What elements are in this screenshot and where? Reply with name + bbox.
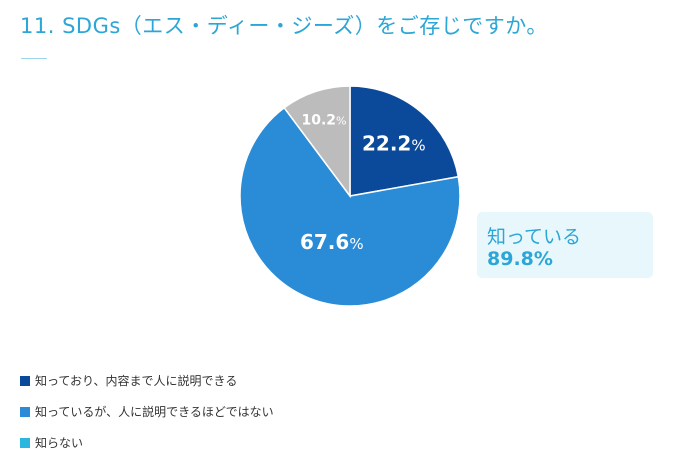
data-label: 22.2% bbox=[362, 132, 426, 156]
chart-title: 11. SDGs（エス・ディー・ジーズ）をご存じですか。 bbox=[20, 14, 548, 38]
callout-value: 89.8% bbox=[487, 248, 553, 270]
known-total-callout: 知っている 89.8% bbox=[477, 212, 653, 278]
legend-swatch bbox=[20, 375, 30, 386]
title-underline bbox=[21, 58, 47, 59]
legend-swatch bbox=[20, 437, 30, 448]
pie-slice bbox=[283, 85, 351, 199]
legend-item: 知らない bbox=[20, 434, 83, 451]
legend-label: 知っているが、人に説明できるほどではない bbox=[35, 405, 274, 419]
pie-slice bbox=[349, 85, 460, 197]
legend-label: 知っており、内容まで人に説明できる bbox=[35, 374, 238, 388]
pie-slice bbox=[239, 106, 461, 307]
legend-swatch bbox=[20, 406, 30, 417]
data-label: 10.2% bbox=[302, 113, 347, 129]
data-label: 67.6% bbox=[300, 230, 364, 254]
callout-label: 知っている bbox=[487, 226, 582, 248]
legend-item: 知っているが、人に説明できるほどではない bbox=[20, 403, 274, 420]
legend-item: 知っており、内容まで人に説明できる bbox=[20, 372, 237, 389]
legend-label: 知らない bbox=[35, 436, 84, 450]
